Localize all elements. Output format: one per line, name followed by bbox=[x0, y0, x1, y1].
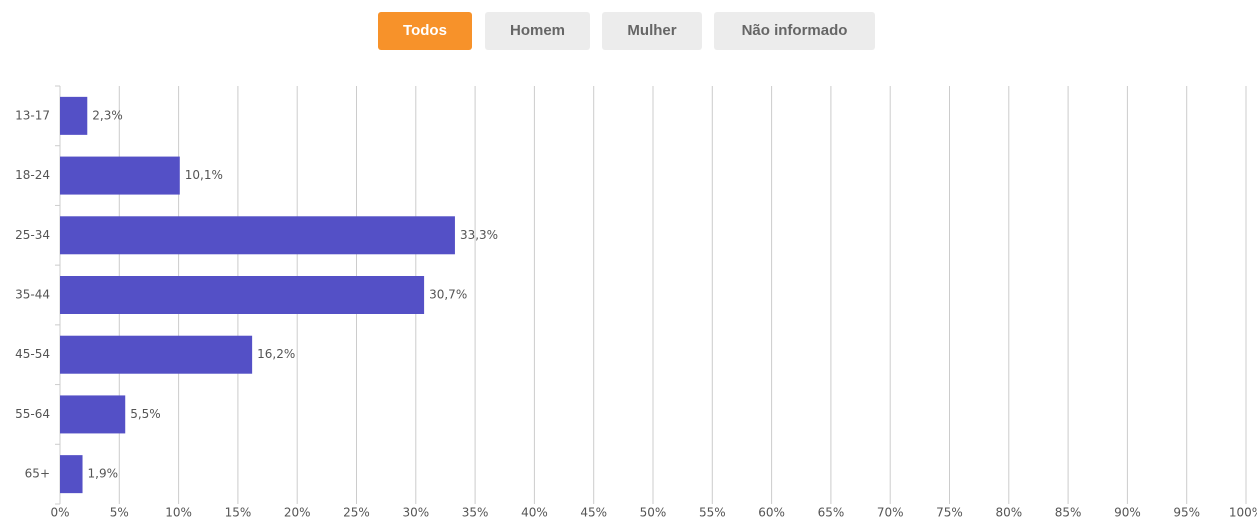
data-label: 33,3% bbox=[460, 228, 498, 242]
data-label: 2,3% bbox=[92, 108, 123, 122]
x-tick-label: 35% bbox=[462, 506, 489, 519]
x-tick-label: 70% bbox=[877, 506, 904, 519]
y-tick-label: 65+ bbox=[25, 467, 50, 481]
x-tick-label: 85% bbox=[1055, 506, 1082, 519]
bar bbox=[60, 276, 425, 314]
y-tick-label: 13-17 bbox=[15, 108, 50, 122]
y-tick-label: 35-44 bbox=[15, 288, 50, 302]
bar bbox=[60, 335, 253, 374]
y-tick-label: 45-54 bbox=[15, 347, 50, 361]
data-label: 1,9% bbox=[88, 467, 119, 481]
bar bbox=[60, 395, 126, 434]
filter-button[interactable]: Homem bbox=[485, 12, 590, 50]
x-tick-label: 75% bbox=[936, 506, 963, 519]
data-label: 16,2% bbox=[257, 347, 295, 361]
x-tick-label: 45% bbox=[580, 506, 607, 519]
x-tick-label: 90% bbox=[1114, 506, 1141, 519]
x-tick-label: 100% bbox=[1229, 506, 1257, 519]
x-tick-label: 40% bbox=[521, 506, 548, 519]
x-tick-label: 5% bbox=[110, 506, 129, 519]
x-tick-label: 80% bbox=[995, 506, 1022, 519]
y-tick-label: 18-24 bbox=[15, 168, 50, 182]
x-tick-label: 20% bbox=[284, 506, 311, 519]
x-tick-label: 0% bbox=[50, 506, 69, 519]
x-tick-label: 10% bbox=[165, 506, 192, 519]
x-tick-label: 15% bbox=[225, 506, 252, 519]
data-label: 5,5% bbox=[130, 407, 161, 421]
x-tick-label: 30% bbox=[402, 506, 429, 519]
y-tick-label: 25-34 bbox=[15, 228, 50, 242]
bar bbox=[60, 96, 88, 135]
x-tick-label: 60% bbox=[758, 506, 785, 519]
bar bbox=[60, 156, 180, 195]
y-tick-label: 55-64 bbox=[15, 407, 50, 421]
data-label: 30,7% bbox=[429, 288, 467, 302]
x-tick-label: 65% bbox=[818, 506, 845, 519]
bar bbox=[60, 216, 455, 255]
filter-button[interactable]: Não informado bbox=[714, 12, 875, 50]
filter-button[interactable]: Todos bbox=[378, 12, 472, 50]
x-tick-label: 95% bbox=[1173, 506, 1200, 519]
data-label: 10,1% bbox=[185, 168, 223, 182]
x-tick-label: 55% bbox=[699, 506, 726, 519]
filter-button[interactable]: Mulher bbox=[602, 12, 702, 50]
bar bbox=[60, 455, 83, 494]
x-tick-label: 50% bbox=[640, 506, 667, 519]
x-tick-label: 25% bbox=[343, 506, 370, 519]
